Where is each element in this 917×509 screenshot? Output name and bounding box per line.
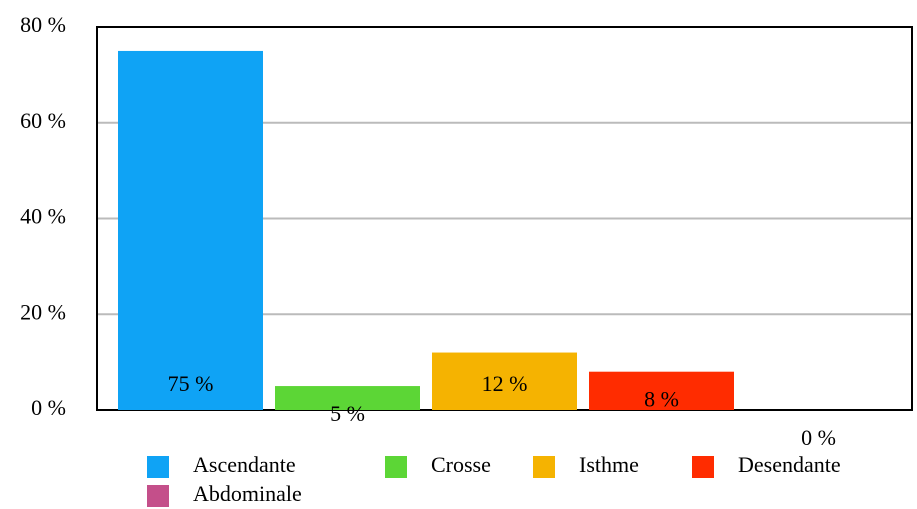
legend-label: Abdominale	[193, 481, 302, 506]
legend-swatch	[147, 485, 169, 507]
legend-label: Ascendante	[193, 452, 296, 477]
legend-swatch	[533, 456, 555, 478]
bar	[118, 50, 263, 410]
value-label: 5 %	[330, 401, 365, 426]
y-tick-label: 0 %	[31, 395, 66, 420]
value-label: 8 %	[644, 387, 679, 412]
bar	[275, 386, 420, 410]
y-tick-label: 80 %	[20, 12, 66, 37]
legend-swatch	[692, 456, 714, 478]
bar	[432, 352, 577, 410]
y-tick-label: 60 %	[20, 108, 66, 133]
legend-swatch	[385, 456, 407, 478]
legend-label: Crosse	[431, 452, 491, 477]
bar	[589, 371, 734, 410]
y-tick-label: 20 %	[20, 299, 66, 324]
value-label: 12 %	[482, 371, 528, 396]
legend-label: Isthme	[579, 452, 639, 477]
legend-label: Desendante	[738, 452, 841, 477]
legend-swatch	[147, 456, 169, 478]
value-label: 0 %	[801, 425, 836, 450]
y-tick-label: 40 %	[20, 204, 66, 229]
value-label: 75 %	[168, 371, 214, 396]
